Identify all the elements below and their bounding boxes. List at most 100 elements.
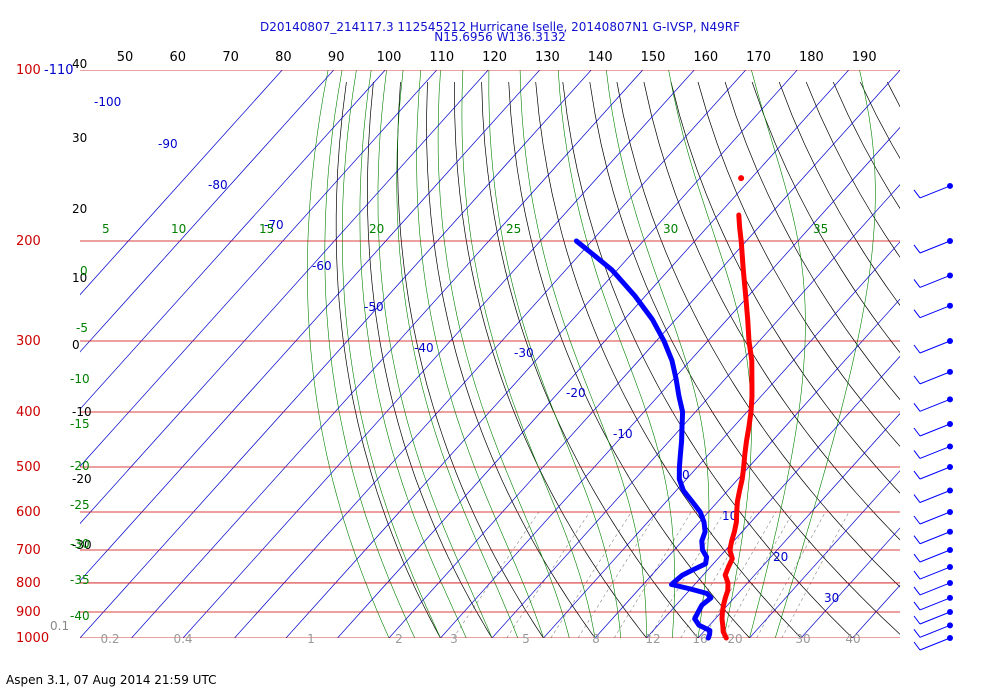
wind-barb-flag: [913, 403, 921, 412]
left-axis-tick-label: 40: [72, 57, 87, 71]
left-axis-tick-label: -10: [72, 405, 92, 419]
left-axis-tick-label: 30: [72, 131, 87, 145]
chart-title-line2: N15.6956 W136.3132: [434, 30, 566, 44]
isotherm-line: [543, 241, 900, 638]
dry-adiabat-line: [643, 81, 900, 541]
wind-barb-flag: [913, 427, 921, 437]
wind-barb-flag: [913, 570, 921, 580]
wind-barb-staff: [919, 511, 951, 525]
dry-adiabat-line: [589, 81, 900, 635]
isotherm-label: -20: [566, 386, 586, 400]
dry-adiabat-line: [969, 82, 1000, 650]
top-axis-tick-label: 130: [535, 50, 560, 65]
wind-barb-flag: [913, 244, 921, 254]
dry-adiabat-line: [426, 81, 596, 638]
mixing-ratio-line: [680, 511, 755, 638]
moist-adiabat-line: [519, 70, 647, 638]
wind-barb-staff: [919, 597, 951, 611]
isotherm-label: 30: [824, 591, 839, 605]
wind-barb-dot: [947, 508, 953, 515]
wind-barb-staff: [919, 305, 951, 319]
mixing-ratio-label: 30: [795, 632, 810, 646]
moist-adiabat-label: -25: [70, 498, 90, 512]
mixing-ratio-label: 5: [522, 632, 530, 646]
corner-label-top: -110: [44, 63, 74, 78]
isotherm-label: -60: [312, 259, 332, 273]
footer-timestamp: Aspen 3.1, 07 Aug 2014 21:59 UTC: [6, 673, 217, 687]
top-axis-tick-label: 150: [641, 50, 666, 65]
isotherm-label: -30: [514, 346, 534, 360]
isotherm-line: [80, 70, 335, 353]
mixing-ratio-line: [550, 511, 632, 638]
wind-barb-staff: [919, 490, 951, 503]
pressure-tick-label: 800: [16, 576, 41, 591]
top-axis-tick-label: 160: [693, 50, 718, 65]
top-axis-tick-label: 170: [746, 50, 771, 65]
isotherm-line: [182, 70, 695, 638]
dry-adiabat-line: [751, 81, 900, 354]
isotherm-line: [749, 470, 900, 638]
isotherm-line: [285, 70, 798, 638]
moist-adiabat-label: 10: [171, 222, 186, 236]
isotherm-line: [852, 584, 900, 638]
wind-barb-flag: [913, 641, 921, 651]
isotherm-label: -70: [264, 218, 284, 232]
isotherm-line: [697, 413, 900, 638]
isotherm-label: 0: [682, 468, 690, 482]
wind-barb-staff: [919, 582, 951, 596]
dry-adiabat-line: [724, 81, 900, 401]
moist-adiabat-line: [307, 70, 390, 638]
top-axis-tick-label: 90: [328, 50, 345, 65]
mixing-ratio-line: [452, 511, 540, 638]
moist-adiabat-line: [749, 70, 806, 638]
moist-adiabat-label: -15: [70, 417, 90, 431]
wind-barb-flag: [913, 494, 921, 503]
wind-barb-staff: [919, 423, 951, 437]
moist-adiabat-line: [377, 70, 493, 638]
dry-adiabat-line: [481, 81, 699, 638]
wind-barb-flag: [913, 515, 921, 525]
wind-barb-staff: [919, 274, 951, 288]
isotherm-line: [80, 70, 438, 467]
mixing-ratio-label: 20: [727, 632, 742, 646]
moist-adiabat-label: -20: [70, 459, 90, 473]
moist-adiabat-label: 25: [506, 222, 521, 236]
isotherm-label: -100: [94, 95, 121, 109]
mixing-ratio-line: [506, 511, 590, 638]
moist-adiabat-label: 0: [80, 264, 88, 278]
moist-adiabat-label: 20: [369, 222, 384, 236]
wind-barb-staff: [919, 531, 951, 545]
wind-barb-staff: [919, 611, 951, 625]
moist-adiabat-line: [461, 70, 596, 638]
wind-barb-staff: [919, 637, 951, 651]
isotherm-line: [80, 70, 541, 582]
mixing-ratio-label: 40: [845, 632, 860, 646]
top-axis-tick-label: 120: [482, 50, 507, 65]
moist-adiabat-line: [396, 70, 519, 638]
wind-barb-flag: [913, 344, 921, 354]
wind-barb-flag: [913, 375, 921, 385]
wind-barb-staff: [919, 566, 951, 580]
pressure-tick-label: 1000: [16, 631, 49, 646]
isotherm-line: [80, 70, 283, 296]
wind-barb-flag: [913, 553, 921, 563]
moist-adiabat-line: [606, 70, 710, 638]
moist-adiabat-label: 30: [663, 222, 678, 236]
dry-adiabat-line: [616, 81, 900, 588]
wind-barb-staff: [919, 185, 951, 199]
wind-barb-staff: [919, 549, 951, 563]
background-grid: [80, 70, 1000, 650]
dewpoint-profile-line: [573, 238, 714, 641]
wind-barb-flag: [913, 309, 921, 319]
wind-barb-staff: [919, 624, 951, 638]
left-axis-tick-label: 10: [72, 271, 87, 285]
isotherm-label: 10: [722, 509, 737, 523]
isotherm-line: [234, 70, 747, 638]
top-axis-tick-label: 180: [799, 50, 824, 65]
isotherm-line: [594, 298, 900, 638]
moist-adiabat-label: -5: [76, 321, 88, 335]
temperature-profile-line: [719, 212, 755, 641]
wind-barb-staff: [919, 445, 951, 459]
mixing-ratio-line: [756, 511, 826, 638]
top-axis-tick-label: 60: [170, 50, 187, 65]
